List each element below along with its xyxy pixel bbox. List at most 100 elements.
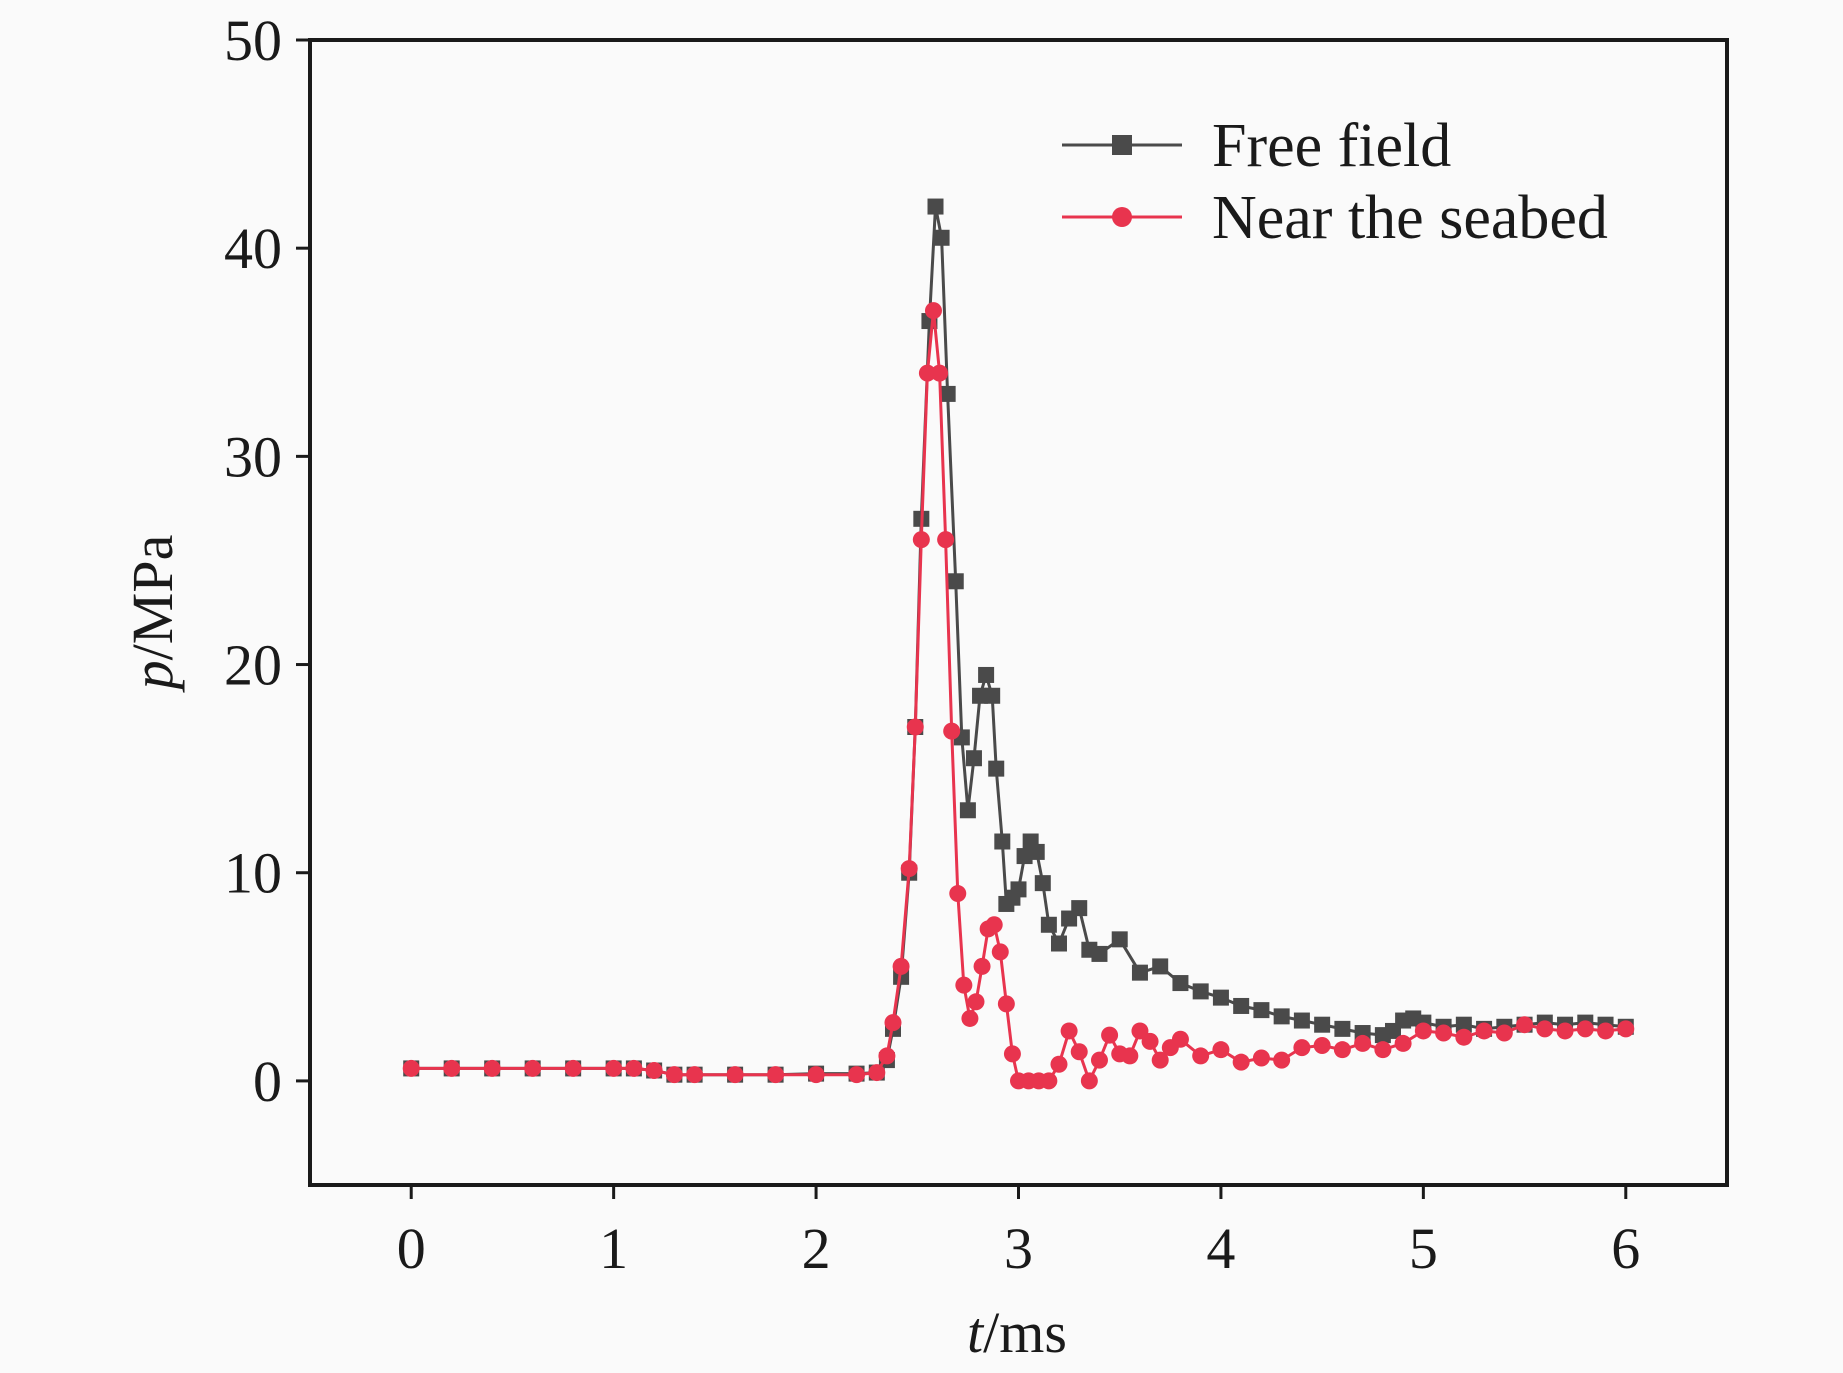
data-point-free-field <box>994 833 1011 850</box>
data-point-near-the-seabed <box>1475 1022 1493 1040</box>
data-point-near-the-seabed <box>483 1059 501 1077</box>
data-point-near-the-seabed <box>848 1066 866 1084</box>
data-point-free-field <box>984 687 1001 704</box>
data-point-free-field <box>1071 900 1088 917</box>
ticks-layer: 0 1 2 3 4 5 6 0 10 20 30 40 50 <box>224 8 1640 1281</box>
y-tick-label: 50 <box>224 8 282 73</box>
data-point-near-the-seabed <box>924 302 942 320</box>
data-point-near-the-seabed <box>1516 1016 1534 1034</box>
data-point-near-the-seabed <box>1101 1026 1119 1044</box>
legend-marker-free-field <box>1112 135 1132 155</box>
data-point-free-field <box>1016 848 1033 865</box>
data-point-near-the-seabed <box>1192 1047 1210 1065</box>
data-point-free-field <box>978 666 995 683</box>
data-point-free-field <box>1034 875 1051 892</box>
y-axis-title: p/MPa <box>120 535 185 694</box>
x-tick-label: 5 <box>1409 1216 1438 1281</box>
data-point-near-the-seabed <box>973 957 991 975</box>
data-point-near-the-seabed <box>961 1009 979 1027</box>
data-point-near-the-seabed <box>912 531 930 549</box>
legend-entry-free-field: Free field <box>1062 112 1451 180</box>
data-point-near-the-seabed <box>686 1066 704 1084</box>
data-point-near-the-seabed <box>1576 1020 1594 1038</box>
data-point-near-the-seabed <box>892 957 910 975</box>
data-point-free-field <box>1293 1012 1310 1029</box>
data-point-near-the-seabed <box>1617 1020 1635 1038</box>
data-point-near-the-seabed <box>1354 1034 1372 1052</box>
series-layer <box>402 198 1635 1090</box>
data-point-free-field <box>947 573 964 590</box>
data-point-near-the-seabed <box>1131 1022 1149 1040</box>
data-point-free-field <box>959 802 976 819</box>
data-point-free-field <box>939 385 956 402</box>
data-point-free-field <box>1111 931 1128 948</box>
x-tick-label: 3 <box>1004 1216 1033 1281</box>
x-tick-label: 4 <box>1206 1216 1235 1281</box>
data-point-near-the-seabed <box>985 916 1003 934</box>
data-point-free-field <box>972 687 989 704</box>
x-axis-title: t/ms <box>967 1300 1067 1365</box>
data-point-near-the-seabed <box>1060 1022 1078 1040</box>
data-point-free-field <box>1334 1020 1351 1037</box>
data-point-near-the-seabed <box>955 976 973 994</box>
data-point-free-field <box>1273 1008 1290 1025</box>
data-point-free-field <box>1131 964 1148 981</box>
data-point-near-the-seabed <box>1070 1043 1088 1061</box>
data-point-near-the-seabed <box>918 364 936 382</box>
data-point-near-the-seabed <box>1050 1055 1068 1073</box>
data-point-near-the-seabed <box>564 1059 582 1077</box>
data-point-near-the-seabed <box>767 1066 785 1084</box>
data-point-near-the-seabed <box>878 1047 896 1065</box>
data-point-free-field <box>1233 997 1250 1014</box>
data-point-near-the-seabed <box>906 718 924 736</box>
data-point-free-field <box>933 229 950 246</box>
data-point-near-the-seabed <box>1080 1072 1098 1090</box>
data-point-free-field <box>1455 1016 1472 1033</box>
data-point-near-the-seabed <box>1212 1041 1230 1059</box>
data-point-near-the-seabed <box>524 1059 542 1077</box>
y-axis-variable: p <box>120 660 185 693</box>
series-line-near-the-seabed <box>411 309 1626 1083</box>
data-point-near-the-seabed <box>931 364 949 382</box>
y-axis-unit: /MPa <box>120 535 185 661</box>
data-point-free-field <box>1192 983 1209 1000</box>
legend-label-free-field: Free field <box>1212 112 1451 180</box>
data-point-free-field <box>1172 975 1189 992</box>
data-point-near-the-seabed <box>726 1066 744 1084</box>
data-point-near-the-seabed <box>997 995 1015 1013</box>
data-point-free-field <box>927 198 944 215</box>
series-free-field <box>403 198 1634 1083</box>
data-point-near-the-seabed <box>807 1066 825 1084</box>
data-point-free-field <box>1253 1002 1270 1019</box>
y-tick-label: 20 <box>224 633 282 698</box>
series-line-free-field <box>411 205 1626 1077</box>
data-point-near-the-seabed <box>625 1059 643 1077</box>
data-point-near-the-seabed <box>1151 1051 1169 1069</box>
data-point-near-the-seabed <box>884 1014 902 1032</box>
data-point-near-the-seabed <box>1171 1030 1189 1048</box>
data-point-near-the-seabed <box>443 1059 461 1077</box>
data-point-near-the-seabed <box>991 943 1009 961</box>
data-point-near-the-seabed <box>402 1059 420 1077</box>
data-point-near-the-seabed <box>665 1066 683 1084</box>
data-point-free-field <box>1212 989 1229 1006</box>
data-point-near-the-seabed <box>1313 1037 1331 1055</box>
y-tick-label: 40 <box>224 216 282 281</box>
x-axis-unit: /ms <box>983 1300 1067 1365</box>
data-point-near-the-seabed <box>1536 1020 1554 1038</box>
data-point-free-field <box>1050 935 1067 952</box>
data-point-free-field <box>1152 958 1169 975</box>
data-point-free-field <box>988 760 1005 777</box>
data-point-near-the-seabed <box>1141 1032 1159 1050</box>
data-point-near-the-seabed <box>1121 1047 1139 1065</box>
data-point-near-the-seabed <box>1556 1022 1574 1040</box>
data-point-near-the-seabed <box>937 531 955 549</box>
data-point-near-the-seabed <box>1232 1053 1250 1071</box>
data-point-near-the-seabed <box>1455 1028 1473 1046</box>
data-point-near-the-seabed <box>1394 1034 1412 1052</box>
x-tick-label: 1 <box>599 1216 628 1281</box>
data-point-near-the-seabed <box>1435 1024 1453 1042</box>
legend: Free field Near the seabed <box>1062 112 1608 252</box>
